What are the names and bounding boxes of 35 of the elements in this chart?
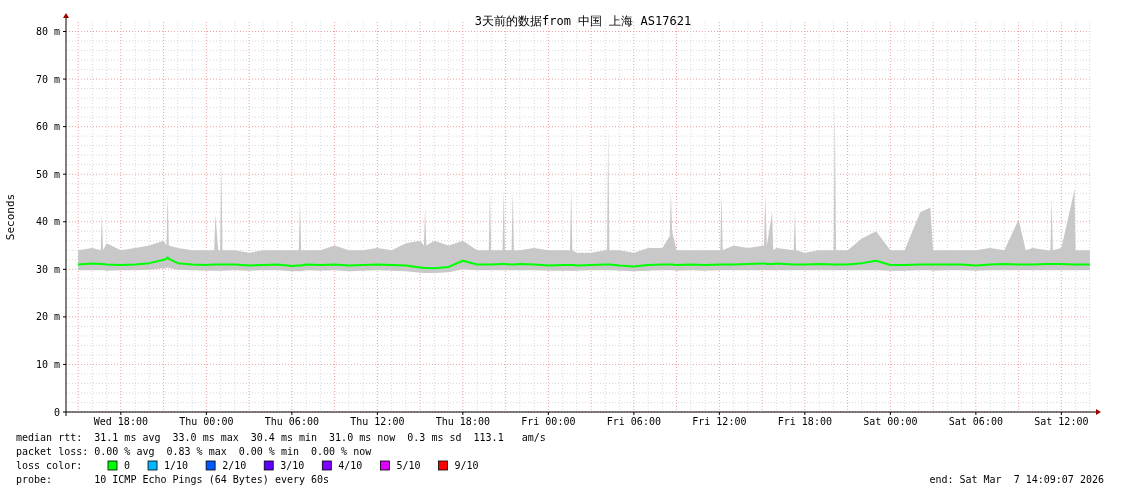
y-tick-label: 40 m [35, 216, 60, 228]
x-tick-label: Thu 06:00 [264, 416, 319, 427]
y-tick-label: 80 m [35, 26, 60, 38]
x-tick-label: Thu 12:00 [350, 416, 405, 427]
x-tick-label: Thu 18:00 [435, 416, 490, 427]
text: 9/10 [454, 460, 479, 471]
y-tick-label: 30 m [35, 263, 60, 275]
text: median rtt: 31.1 ms avg 33.0 ms max 30.4 ms min 31.0 ms now 0.3 ms sd 113.1 am/s [16, 432, 546, 443]
text: 5/10 [396, 460, 421, 471]
y-tick-label: 60 m [35, 121, 60, 133]
text: 1/10 [164, 460, 189, 471]
x-tick-label: Sat 00:00 [863, 416, 918, 427]
x-tick-label: Fri 06:00 [606, 416, 661, 427]
y-tick-label: 50 m [35, 168, 60, 180]
text: 0 [124, 460, 131, 471]
text: 3/10 [280, 460, 305, 471]
x-tick-label: Fri 12:00 [692, 416, 747, 427]
x-tick-label: Fri 00:00 [521, 416, 576, 427]
y-tick-label: 0 [53, 406, 60, 418]
y-tick-label: 70 m [35, 73, 60, 85]
x-tick-label: Wed 18:00 [93, 416, 148, 427]
x-tick-label: Thu 00:00 [179, 416, 234, 427]
text: packet loss: 0.00 % avg 0.83 % max 0.00 % min 0.00 % now [16, 446, 373, 457]
text: end: Sat Mar 7 14:09:07 2026 [929, 474, 1104, 485]
y-tick-label: 10 m [35, 358, 60, 370]
chart-title: 3天前的数据from 中国 上海 AS17621 [474, 14, 692, 28]
x-tick-label: Sat 12:00 [1034, 416, 1089, 427]
text: 4/10 [338, 460, 363, 471]
text: 2/10 [222, 460, 247, 471]
text: probe: 10 ICMP Echo Pings (64 Bytes) every 60s [16, 474, 330, 485]
x-tick-label: Fri 18:00 [777, 416, 832, 427]
text: loss color: [16, 460, 83, 471]
y-tick-label: 20 m [35, 311, 60, 323]
x-tick-label: Sat 06:00 [948, 416, 1003, 427]
y-axis-title: Seconds [4, 193, 17, 241]
